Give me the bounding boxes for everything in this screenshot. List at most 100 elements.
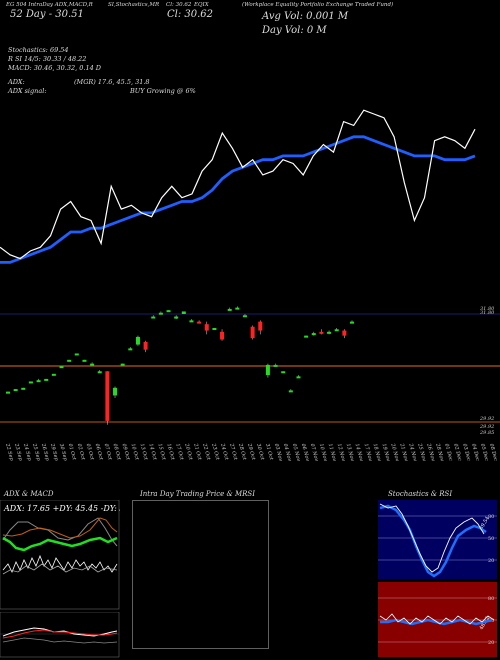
mgr-readout: (MGR) 17.6, 45.5, 31.8	[74, 78, 150, 86]
ylabel-29-92-b: 29.92	[479, 424, 494, 430]
date-label: 20 Oct	[183, 442, 194, 462]
candle-up	[135, 336, 140, 345]
buy-signal: BUY Growing @ 6%	[130, 87, 196, 95]
date-label: 24 Sep	[22, 442, 33, 462]
stoch-label-50: 50	[488, 536, 494, 542]
date-label: 26 Sep	[40, 442, 51, 462]
ylabel-31-80-a: 31.80	[480, 306, 495, 312]
date-label: 22 Sep	[4, 442, 15, 462]
header-ticker: EQIX	[194, 2, 209, 8]
date-label: 23 Oct	[210, 442, 221, 462]
date-label: 08 Oct	[112, 443, 122, 462]
adx-signal-label: ADX signal:	[8, 87, 47, 95]
date-label: 12 Nov	[336, 443, 347, 462]
date-label: 28 Oct	[237, 442, 248, 462]
candlestick-chart: 31.80 31.80 29.92 29.92 29.85	[0, 306, 500, 436]
candle-up	[82, 359, 87, 362]
candle-down	[319, 331, 324, 334]
candle-up	[227, 308, 232, 311]
candle-down	[250, 326, 255, 339]
candle-up	[113, 387, 118, 396]
candle-up	[304, 335, 309, 338]
date-label: 08 Dec	[488, 443, 498, 462]
candle-up	[44, 378, 49, 381]
rsi-panel: 80 50 20 48.22	[378, 582, 497, 657]
candle-down	[105, 371, 110, 421]
rsi-readout: R SI 14/5: 30.33 / 48.22	[8, 55, 87, 63]
date-label: 25 Sep	[31, 442, 42, 462]
ylabel-29-92-a: 29.92	[479, 416, 494, 422]
date-label: 22 Oct	[201, 442, 212, 462]
candle-up	[235, 307, 240, 310]
candle-up	[90, 363, 95, 366]
date-label: 19 Nov	[381, 443, 392, 462]
date-label: 31 Oct	[264, 443, 274, 462]
date-label: 03 Nov	[273, 443, 284, 462]
date-label: 24 Oct	[219, 442, 230, 462]
date-label: 05 Nov	[291, 443, 302, 462]
price-line-chart	[0, 109, 476, 264]
date-label: 27 Oct	[228, 442, 239, 462]
date-label: 28 Nov	[434, 442, 445, 462]
candle-up	[350, 321, 354, 324]
date-label: 07 Oct	[103, 443, 113, 462]
date-label: 07 Nov	[309, 443, 320, 462]
date-label: 14 Oct	[147, 443, 157, 462]
candle-down	[143, 342, 148, 350]
candle-up	[97, 371, 102, 374]
date-label: 06 Oct	[94, 443, 104, 462]
date-label: 10 Oct	[130, 443, 140, 462]
candle-up	[74, 353, 79, 356]
date-label: 30 Sep	[58, 443, 69, 462]
date-label: 03 Oct	[85, 443, 95, 462]
date-label: 02 Oct	[76, 443, 86, 462]
header-avg-vol: Avg Vol: 0.001 M	[262, 11, 349, 22]
macd-panel	[0, 612, 120, 658]
date-label: 01 Oct	[67, 443, 77, 462]
candle-down	[197, 321, 202, 324]
date-label: 24 Nov	[407, 442, 418, 462]
date-label: 01 Dec	[443, 443, 453, 462]
stoch-label-20: 20	[488, 558, 494, 564]
date-label: 04 Dec	[470, 443, 480, 462]
candle-up	[212, 328, 217, 330]
date-label: 11 Nov	[327, 443, 338, 462]
candle-up	[288, 390, 293, 393]
date-label: 05 Dec	[479, 443, 489, 462]
date-label: 03 Dec	[461, 443, 471, 462]
intraday-panel	[132, 500, 269, 649]
moving-average-line	[0, 135, 476, 264]
ylabel-31-80-b: 31.80	[480, 310, 495, 316]
candle-up	[181, 311, 186, 314]
date-label: 04 Nov	[282, 443, 293, 462]
date-label: 17 Nov	[363, 443, 374, 462]
candle-up	[151, 316, 156, 319]
header-company: (Workplace Equality Portfolio Exchange T…	[242, 2, 394, 8]
date-label: 23 Sep	[13, 442, 24, 462]
candle-up	[120, 363, 125, 366]
candle-up	[327, 331, 332, 334]
date-label: 17 Oct	[174, 443, 184, 462]
adx-label: ADX:	[8, 78, 25, 86]
date-label: 18 Nov	[372, 443, 383, 462]
adx-values-text: ADX: 17.65 +DY: 45.45 -DY: 31.82	[3, 504, 120, 513]
date-label: 09 Oct	[121, 443, 131, 462]
candle-up	[128, 348, 133, 351]
candle-down	[204, 324, 209, 331]
date-label: 13 Nov	[345, 443, 356, 462]
candle-up	[6, 391, 10, 394]
adx-macd-title: ADX & MACD	[4, 490, 54, 498]
date-label: 26 Nov	[425, 442, 436, 462]
header-day-vol: Day Vol: 0 M	[262, 25, 327, 36]
date-label: 29 Oct	[246, 442, 257, 462]
date-label: 15 Oct	[156, 443, 166, 462]
date-label: 20 Nov	[389, 442, 400, 462]
candle-down	[220, 331, 225, 340]
candle-up	[242, 315, 247, 318]
candle-up	[13, 389, 18, 392]
date-label: 25 Nov	[416, 442, 427, 462]
intraday-title: Intra Day Trading Price & MRSI	[140, 490, 255, 498]
header-title-left: EG 504 IntraDay ADX,MACD,R	[6, 2, 93, 8]
date-label: 06 Nov	[300, 443, 311, 462]
date-label: 13 Oct	[139, 443, 149, 462]
